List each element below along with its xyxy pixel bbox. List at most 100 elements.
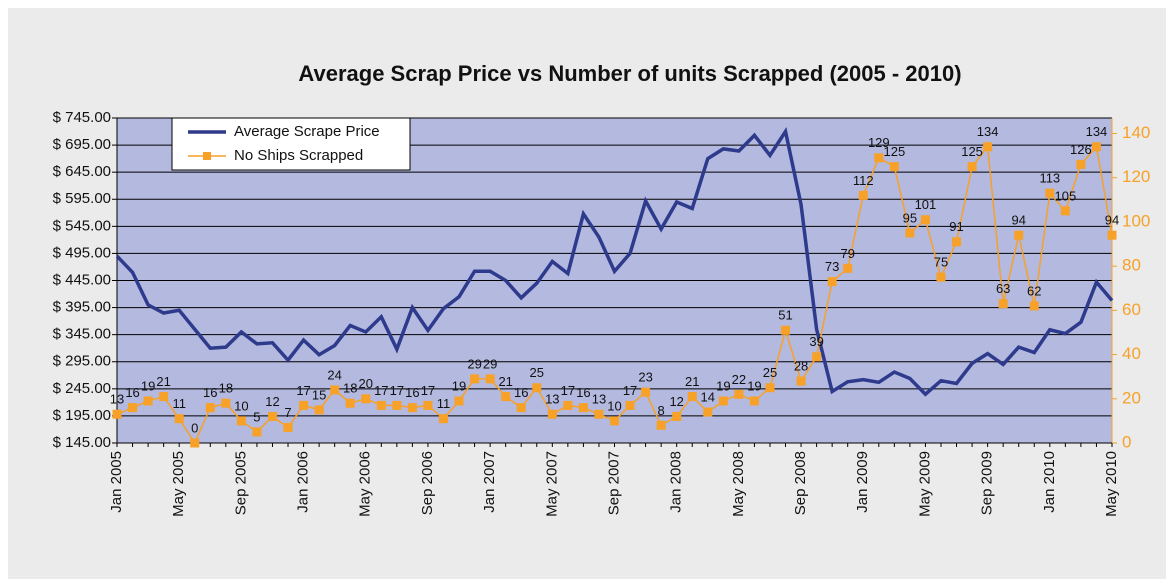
data-label: 12 [265, 394, 279, 409]
data-label: 125 [961, 144, 983, 159]
y-tick-label: $ 345.00 [53, 326, 111, 343]
point-marker [843, 263, 853, 273]
point-marker [1045, 188, 1055, 198]
point-marker [392, 400, 402, 410]
y-tick-label: $ 195.00 [53, 407, 111, 424]
y-tick-label: $ 695.00 [53, 136, 111, 153]
point-marker [765, 383, 775, 393]
data-label: 17 [561, 383, 575, 398]
data-label: 14 [701, 389, 715, 404]
point-marker [470, 374, 480, 384]
point-marker [221, 398, 231, 408]
point-marker [1076, 159, 1086, 169]
data-label: 28 [794, 359, 808, 374]
data-label: 95 [903, 210, 917, 225]
point-marker [516, 403, 526, 413]
y-tick-label: $ 445.00 [53, 271, 111, 288]
data-label: 15 [312, 387, 326, 402]
point-marker [625, 400, 635, 410]
data-label: 62 [1027, 283, 1041, 298]
data-label: 75 [934, 255, 948, 270]
data-label: 21 [498, 374, 512, 389]
legend-marker [203, 152, 211, 160]
y-tick-label: $ 145.00 [53, 434, 111, 451]
data-label: 16 [203, 385, 217, 400]
data-label: 17 [623, 383, 637, 398]
data-label: 25 [763, 365, 777, 380]
data-label: 11 [172, 396, 186, 411]
x-tick-label: Sep 2008 [792, 451, 809, 515]
legend-label: No Ships Scrapped [234, 147, 363, 164]
point-marker [936, 272, 946, 282]
point-marker [314, 405, 324, 415]
point-marker [687, 392, 697, 402]
data-label: 7 [284, 405, 291, 420]
y2-tick-label: 140 [1122, 123, 1150, 142]
data-label: 0 [191, 420, 198, 435]
y-tick-label: $ 595.00 [53, 190, 111, 207]
point-marker [159, 392, 169, 402]
x-tick-label: Sep 2009 [979, 451, 996, 515]
y2-tick-label: 120 [1122, 167, 1150, 186]
y-tick-label: $ 545.00 [53, 217, 111, 234]
data-label: 125 [883, 144, 905, 159]
data-label: 63 [996, 281, 1010, 296]
x-tick-label: May 2007 [543, 451, 560, 517]
point-marker [594, 409, 604, 419]
x-tick-label: May 2005 [170, 451, 187, 517]
data-label: 17 [296, 383, 310, 398]
point-marker [547, 409, 557, 419]
point-marker [236, 416, 246, 426]
point-marker [252, 427, 262, 437]
point-marker [205, 403, 215, 413]
point-marker [920, 215, 930, 225]
data-label: 16 [514, 385, 528, 400]
x-tick-label: Jan 2006 [295, 451, 312, 513]
point-marker [283, 423, 293, 433]
point-marker [407, 403, 417, 413]
point-marker [983, 142, 993, 152]
data-label: 8 [658, 403, 665, 418]
point-marker [112, 409, 122, 419]
y-tick-label: $ 495.00 [53, 244, 111, 261]
series-line [115, 127, 1114, 397]
point-marker [967, 162, 977, 172]
data-label: 79 [840, 246, 854, 261]
data-label: 91 [949, 219, 963, 234]
point-marker [641, 387, 651, 397]
data-label: 25 [530, 365, 544, 380]
data-label: 12 [669, 394, 683, 409]
data-label: 24 [327, 367, 341, 382]
data-label: 19 [747, 378, 761, 393]
x-tick-label: Sep 2005 [232, 451, 249, 515]
x-tick-label: Sep 2007 [605, 451, 622, 515]
data-label: 23 [638, 370, 652, 385]
y2-tick-label: 60 [1122, 300, 1141, 319]
data-label: 18 [343, 381, 357, 396]
data-label: 101 [915, 197, 937, 212]
point-marker [672, 411, 682, 421]
data-label: 22 [732, 372, 746, 387]
point-marker [889, 162, 899, 172]
point-marker [874, 153, 884, 163]
x-tick-label: Jan 2007 [481, 451, 498, 513]
point-marker [734, 389, 744, 399]
data-label: 10 [607, 398, 621, 413]
data-label: 29 [483, 356, 497, 371]
x-tick-label: Sep 2006 [419, 451, 436, 515]
data-label: 13 [592, 392, 606, 407]
x-tick-label: Jan 2010 [1041, 451, 1058, 513]
y2-tick-label: 0 [1122, 432, 1131, 451]
y2-tick-label: 100 [1122, 211, 1150, 230]
point-marker [532, 383, 542, 393]
data-label: 134 [1086, 124, 1108, 139]
point-marker [1029, 301, 1039, 311]
point-marker [501, 392, 511, 402]
y-tick-label: $ 245.00 [53, 380, 111, 397]
legend-box [171, 117, 411, 171]
data-label: 39 [809, 334, 823, 349]
point-marker [1107, 230, 1117, 240]
data-label: 126 [1070, 142, 1092, 157]
data-label: 16 [125, 385, 139, 400]
